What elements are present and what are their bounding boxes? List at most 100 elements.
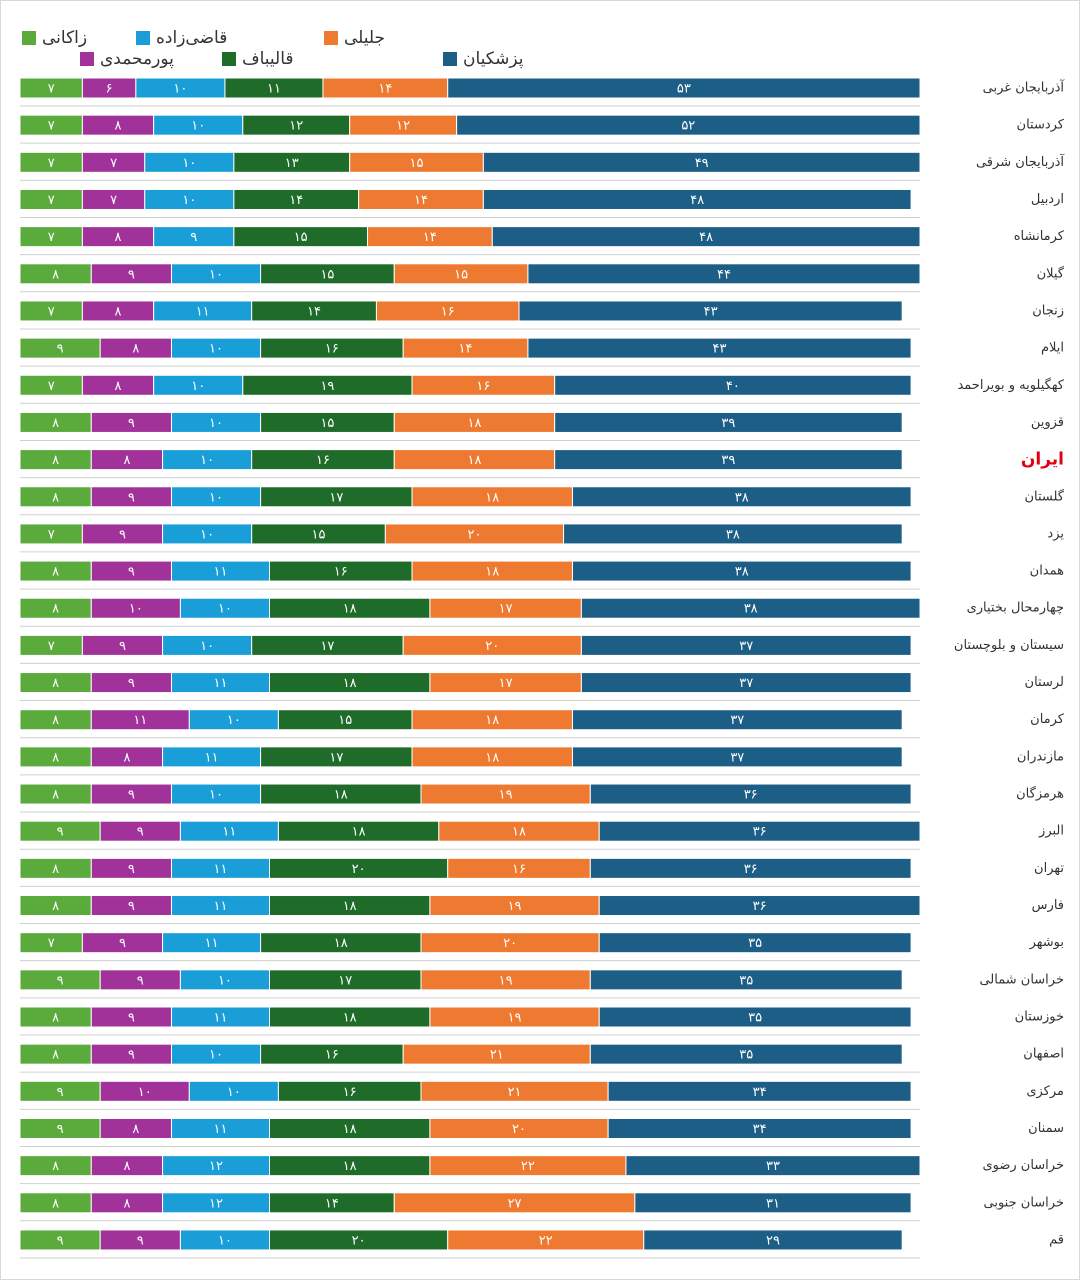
bar-segment [589, 857, 912, 879]
value-label: ۹ [57, 1122, 64, 1137]
value-label: ۹ [190, 230, 197, 245]
value-label: ۱۶ [325, 1048, 339, 1063]
category-label: گلستان [1024, 488, 1064, 504]
value-label: ۱۰ [200, 639, 214, 654]
value-label: ۱۱ [214, 1011, 228, 1026]
category-label: تهران [1034, 861, 1064, 876]
value-label: ۸ [123, 1196, 130, 1211]
category-label: خراسان شمالی [979, 972, 1064, 987]
value-label: ۹ [128, 788, 135, 803]
value-label: ۹ [128, 676, 135, 691]
value-label: ۷ [48, 82, 55, 97]
value-label: ۱۰ [191, 379, 205, 394]
value-label: ۲۰ [485, 639, 499, 654]
value-label: ۳۴ [753, 1085, 767, 1100]
value-label: ۱۴ [289, 193, 303, 208]
value-label: ۱۷ [499, 602, 513, 617]
value-label: ۹ [128, 1048, 135, 1063]
value-label: ۱۶ [512, 862, 526, 877]
value-label: ۹ [137, 1233, 144, 1248]
category-label: مازندران [1017, 749, 1064, 764]
bar-segment [580, 597, 921, 619]
value-label: ۱۱ [214, 565, 228, 580]
category-label: کهگیلویه و بویراحمد [957, 377, 1064, 393]
value-label: ۸ [132, 342, 139, 357]
category-label: چهارمحال بختیاری [967, 601, 1064, 616]
bar-segment [554, 411, 903, 433]
value-label: ۸ [52, 713, 59, 728]
category-label: اردبیل [1031, 192, 1064, 207]
value-label: ۱۱ [222, 825, 236, 840]
value-label: ۸ [115, 119, 122, 134]
bar-segment [607, 1117, 912, 1139]
bar-segment [482, 151, 921, 173]
value-label: ۱۶ [325, 342, 339, 357]
value-label: ۱۸ [485, 713, 499, 728]
value-label: ۱۸ [352, 825, 366, 840]
category-label: بوشهر [1029, 935, 1064, 950]
value-label: ۴۴ [717, 267, 731, 282]
value-label: ۱۹ [499, 973, 513, 988]
value-label: ۳۶ [744, 862, 758, 877]
value-label: ۳۷ [739, 676, 753, 691]
value-label: ۱۵ [320, 416, 334, 431]
category-label: کرمان [1030, 712, 1065, 727]
value-label: ۱۰ [191, 119, 205, 134]
category-label: ایران [1021, 450, 1064, 470]
value-label: ۸ [52, 565, 59, 580]
value-label: ۹ [128, 899, 135, 914]
value-label: ۲۱ [508, 1085, 522, 1100]
value-label: ۱۸ [343, 1122, 357, 1137]
bar-segment [598, 895, 921, 917]
category-label: آذربایجان شرقی [976, 153, 1065, 170]
category-label: خراسان رضوی [982, 1158, 1064, 1173]
value-label: ۱۵ [454, 267, 468, 282]
value-label: ۱۸ [343, 1011, 357, 1026]
category-label: سیستان و بلوچستان [954, 638, 1064, 653]
value-label: ۱۴ [414, 193, 428, 208]
value-label: ۶ [106, 82, 113, 97]
value-label: ۱۰ [227, 713, 241, 728]
value-label: ۱۸ [485, 565, 499, 580]
legend-label: پزشکیان [463, 49, 524, 69]
category-label: گیلان [1037, 265, 1065, 281]
value-label: ۸ [52, 899, 59, 914]
value-label: ۴۸ [690, 193, 704, 208]
value-label: ۲۲ [539, 1233, 553, 1248]
value-label: ۱۷ [329, 750, 343, 765]
value-label: ۱۱ [267, 82, 281, 97]
value-label: ۲۱ [490, 1048, 504, 1063]
value-label: ۱۸ [485, 490, 499, 505]
value-label: ۱۴ [307, 304, 321, 319]
value-label: ۱۵ [410, 156, 424, 171]
value-label: ۳۹ [721, 453, 735, 468]
value-label: ۱۲ [209, 1196, 223, 1211]
value-label: ۱۸ [467, 453, 481, 468]
value-label: ۴۳ [704, 304, 718, 319]
category-label: اصفهان [1023, 1047, 1064, 1062]
value-label: ۱۷ [499, 676, 513, 691]
value-label: ۸ [52, 453, 59, 468]
bar-segment [491, 226, 921, 248]
value-label: ۳۵ [739, 973, 753, 988]
value-label: ۳۸ [726, 527, 740, 542]
value-label: ۱۵ [320, 267, 334, 282]
bar-segment [527, 337, 912, 359]
value-label: ۱۸ [467, 416, 481, 431]
value-label: ۱۸ [343, 899, 357, 914]
value-label: ۱۰ [209, 490, 223, 505]
value-label: ۱۹ [320, 379, 334, 394]
value-label: ۸ [52, 1159, 59, 1174]
value-label: ۹ [137, 825, 144, 840]
value-label: ۷ [48, 936, 55, 951]
bar-segment [580, 672, 912, 694]
bar-segment [527, 263, 921, 285]
value-label: ۸ [115, 304, 122, 319]
value-label: ۱۸ [343, 676, 357, 691]
category-label: البرز [1038, 824, 1064, 839]
category-label: خراسان جنوبی [984, 1195, 1064, 1210]
value-label: ۱۰ [138, 1085, 152, 1100]
value-label: ۹ [57, 342, 64, 357]
value-label: ۱۸ [512, 825, 526, 840]
